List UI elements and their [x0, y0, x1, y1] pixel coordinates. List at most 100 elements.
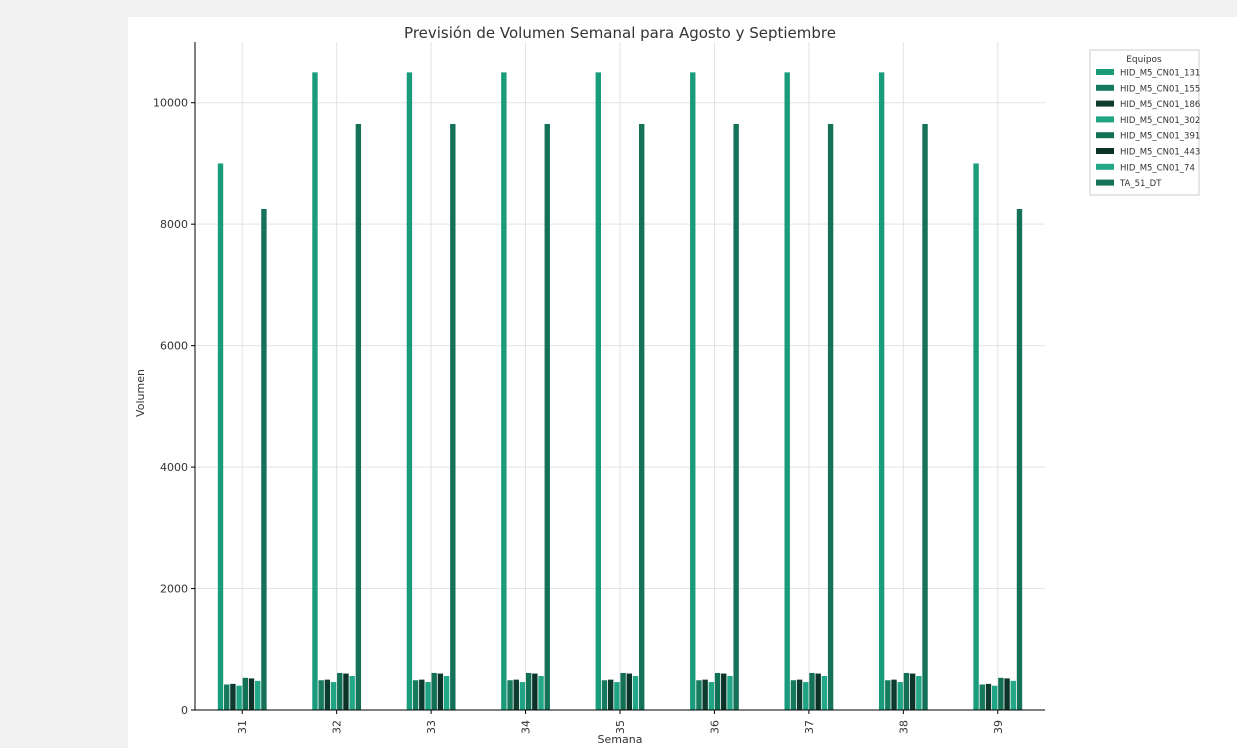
bar — [891, 679, 897, 710]
bar — [318, 680, 324, 710]
bar — [412, 680, 419, 710]
x-tick-label: 32 — [331, 720, 344, 734]
bar — [406, 72, 413, 710]
bar — [897, 682, 903, 710]
ticks: 0 2000 4000 6000 8000 10000 31 32 33 34 35 36 37 38 39 — [153, 97, 1005, 734]
legend-label: HID_M5_CN01_74 — [1120, 163, 1195, 173]
legend-label: HID_M5_CN01_302 — [1120, 116, 1200, 126]
bar — [217, 163, 224, 711]
y-tick-label: 2000 — [160, 583, 188, 596]
bar — [922, 123, 928, 711]
y-tick-label: 0 — [181, 704, 188, 717]
bar — [626, 673, 632, 710]
x-tick-label: 35 — [614, 720, 627, 734]
bar — [620, 672, 626, 710]
bar — [324, 679, 331, 710]
bar — [532, 673, 538, 710]
bar — [431, 672, 437, 710]
legend-swatch — [1096, 116, 1114, 123]
legend-title: Equipos — [1126, 55, 1162, 65]
legend-label: HID_M5_CN01_155 — [1120, 84, 1200, 94]
bar — [337, 672, 343, 710]
legend-label: HID_M5_CN01_131 — [1120, 69, 1200, 79]
bar — [696, 680, 702, 710]
bar — [790, 680, 797, 710]
bar — [998, 677, 1004, 710]
bar — [255, 680, 261, 710]
bar — [903, 672, 910, 710]
bar — [979, 684, 985, 710]
bar — [601, 680, 608, 710]
bar — [519, 682, 526, 710]
bar — [349, 675, 355, 710]
bar — [437, 673, 444, 710]
bar — [224, 684, 230, 710]
bar — [1010, 680, 1016, 710]
bar — [312, 72, 318, 710]
bar — [632, 675, 639, 710]
bar — [973, 163, 979, 711]
bar — [236, 685, 242, 710]
chart-panel: 0 2000 4000 6000 8000 10000 31 32 33 34 35 36 37 38 39… — [128, 17, 1237, 748]
bar-chart: 0 2000 4000 6000 8000 10000 31 32 33 34 35 36 37 38 39… — [134, 24, 1200, 746]
bar — [878, 72, 885, 710]
bar — [708, 682, 715, 710]
bar — [885, 680, 891, 710]
bar — [815, 673, 821, 710]
y-tick-label: 4000 — [160, 461, 188, 474]
bar — [714, 672, 721, 710]
bar — [639, 123, 645, 711]
legend-swatch — [1096, 84, 1114, 91]
y-tick-label: 6000 — [160, 340, 188, 353]
bar — [614, 682, 620, 710]
bar — [425, 682, 431, 710]
legend-swatch — [1096, 163, 1114, 170]
bar — [419, 679, 425, 710]
legend-label: HID_M5_CN01_391 — [1120, 132, 1200, 142]
bar — [796, 679, 803, 710]
x-tick-label: 31 — [236, 720, 249, 734]
bar — [827, 123, 834, 711]
bar — [821, 675, 828, 710]
bar — [248, 678, 255, 710]
bar — [355, 123, 362, 711]
bar — [513, 679, 519, 710]
legend-label: TA_51_DT — [1119, 179, 1162, 189]
bar — [450, 123, 456, 711]
bar — [702, 679, 708, 710]
bar — [242, 677, 249, 710]
y-tick-label: 10000 — [153, 97, 188, 110]
gridlines — [195, 42, 1045, 710]
bar — [443, 675, 450, 710]
bar — [501, 72, 507, 710]
legend-swatch — [1096, 100, 1114, 107]
bar — [544, 123, 550, 711]
legend: Equipos HID_M5_CN01_131 HID_M5_CN01_155 HI… — [1089, 49, 1200, 196]
legend-label: HID_M5_CN01_443 — [1120, 148, 1200, 158]
x-tick-label: 33 — [425, 720, 438, 734]
bar — [909, 673, 916, 710]
legend-label: HID_M5_CN01_186 — [1120, 100, 1200, 110]
bar — [330, 682, 337, 710]
bar — [608, 679, 614, 710]
chart-title: Previsión de Volumen Semanal para Agosto… — [404, 24, 836, 42]
bar — [733, 123, 739, 711]
bar — [803, 682, 809, 710]
bar — [721, 673, 727, 710]
bars — [217, 72, 1023, 711]
bar — [809, 672, 815, 710]
y-axis-label: Volumen — [134, 369, 147, 417]
bar — [784, 72, 790, 710]
bar — [1016, 209, 1023, 710]
bar — [507, 680, 513, 710]
bar — [991, 685, 998, 710]
legend-swatch — [1096, 148, 1114, 154]
x-tick-label: 39 — [992, 720, 1005, 734]
legend-swatch — [1096, 132, 1114, 139]
legend-swatch — [1096, 179, 1114, 186]
bar — [727, 675, 733, 710]
bar — [916, 675, 922, 710]
x-tick-label: 36 — [708, 720, 721, 734]
bar — [595, 72, 601, 710]
bar — [343, 673, 349, 710]
